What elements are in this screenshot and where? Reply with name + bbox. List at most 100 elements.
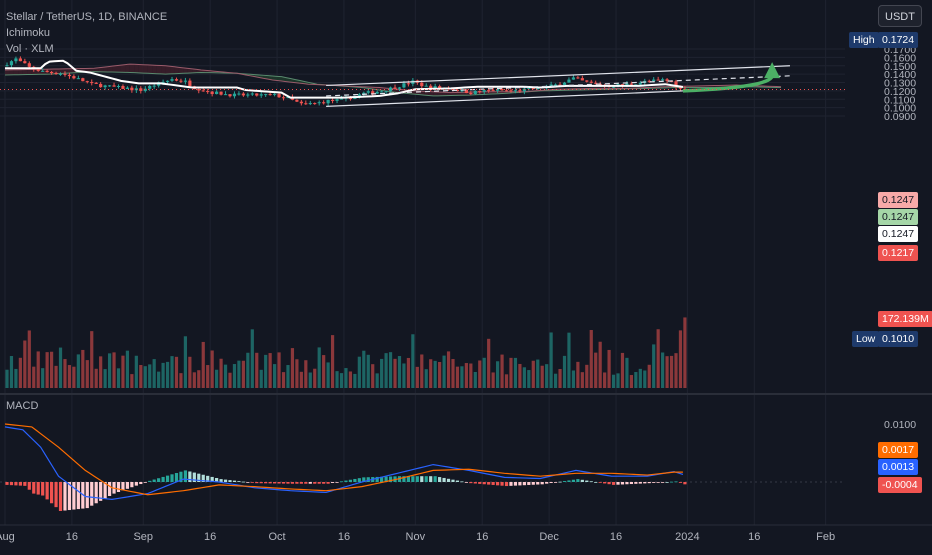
candle-body (260, 94, 263, 95)
macd-histogram-bar (661, 482, 664, 483)
volume-bar (224, 365, 227, 388)
volume-bar (331, 335, 334, 388)
macd-histogram-bar (567, 480, 570, 482)
macd-histogram-bar (54, 482, 57, 507)
volume-bar (652, 344, 655, 388)
candle-body (211, 92, 214, 94)
macd-histogram-bar (68, 482, 71, 510)
volume-bar (269, 353, 272, 388)
volume-bar (657, 329, 660, 388)
volume-bar (63, 359, 66, 388)
currency-button[interactable]: USDT (878, 5, 922, 27)
volume-bar (608, 350, 611, 388)
volume-bar (567, 333, 570, 388)
volume-bar (398, 356, 401, 388)
macd-histogram-bar (304, 482, 307, 484)
ichimoku-cloud-segment (152, 65, 156, 74)
volume-bar (117, 368, 120, 388)
macd-histogram-bar (425, 476, 428, 482)
macd-histogram-bar (416, 476, 419, 482)
volume-bar (215, 370, 218, 388)
ichimoku-cloud-segment (139, 65, 143, 74)
ichimoku-cloud-segment (170, 66, 174, 74)
volume-bar (90, 331, 93, 388)
volume-bar (420, 354, 423, 388)
candle-body (63, 74, 66, 75)
macd-signal-tag: 0.0017 (878, 442, 918, 458)
candle-body (318, 102, 321, 103)
volume-bar (349, 371, 352, 388)
volume-bar (59, 348, 62, 388)
macd-histogram-bar (550, 482, 553, 483)
macd-histogram-bar (63, 482, 66, 511)
macd-histogram-bar (353, 479, 356, 482)
macd-histogram-bar (536, 482, 539, 485)
macd-histogram-bar (23, 482, 26, 486)
macd-histogram-bar (492, 482, 495, 485)
candle-body (104, 85, 107, 87)
indicator-volume-label[interactable]: Vol · XLM (6, 41, 167, 57)
candle-body (572, 77, 575, 79)
volume-value-tag: 172.139M (878, 311, 932, 327)
candle-body (86, 81, 89, 82)
volume-bar (37, 351, 40, 388)
volume-bar (616, 373, 619, 388)
volume-bar (81, 350, 84, 388)
candle-body (389, 87, 392, 91)
volume-bar (313, 369, 316, 388)
candle-body (81, 78, 84, 81)
volume-bar (434, 361, 437, 388)
volume-bar (19, 358, 22, 388)
macd-histogram-bar (411, 476, 414, 482)
macd-histogram-bar (10, 482, 13, 485)
volume-bar (625, 358, 628, 388)
volume-bar (474, 372, 477, 388)
candle-body (23, 61, 26, 63)
volume-bar (255, 353, 258, 388)
price-axis-tick-label: 0.0900 (884, 111, 916, 123)
indicator-macd-label[interactable]: MACD (6, 400, 38, 412)
volume-bar (291, 348, 294, 388)
macd-histogram-bar (603, 482, 606, 483)
candle-body (41, 71, 44, 72)
volume-bar (585, 365, 588, 388)
volume-bar (509, 358, 512, 388)
macd-histogram-bar (630, 482, 633, 484)
candle-body (652, 80, 655, 82)
ichimoku-cloud-segment (14, 70, 18, 75)
volume-bar (371, 364, 374, 388)
candle-body (331, 100, 334, 101)
candle-body (509, 90, 512, 91)
macd-histogram-bar (585, 481, 588, 482)
macd-histogram-bar (108, 482, 111, 496)
indicator-ichimoku-label[interactable]: Ichimoku (6, 25, 167, 41)
candle-body (661, 79, 664, 80)
macd-histogram-bar (251, 482, 254, 483)
candle-body (215, 92, 218, 94)
macd-histogram-bar (50, 482, 53, 503)
volume-bar (237, 361, 240, 388)
volume-bar (277, 352, 280, 388)
candle-body (567, 80, 570, 83)
candle-body (380, 91, 383, 92)
volume-bar (175, 357, 178, 388)
candle-body (304, 103, 307, 104)
macd-histogram-bar (572, 480, 575, 482)
candle-body (37, 69, 40, 71)
volume-bar (197, 370, 200, 388)
macd-histogram-bar (554, 482, 557, 483)
ichimoku-cloud-segment (23, 70, 27, 75)
macd-histogram-bar (456, 481, 459, 482)
volume-bar (170, 356, 173, 388)
macd-histogram-bar (616, 482, 619, 485)
macd-histogram-bar (242, 482, 245, 483)
macd-histogram-bar (478, 482, 481, 484)
volume-bar (251, 329, 254, 388)
candle-body (639, 83, 642, 85)
volume-bar (23, 341, 26, 388)
candle-body (197, 89, 200, 90)
symbol-title[interactable]: Stellar / TetherUS, 1D, BINANCE (6, 9, 167, 25)
macd-histogram-bar (657, 482, 660, 483)
